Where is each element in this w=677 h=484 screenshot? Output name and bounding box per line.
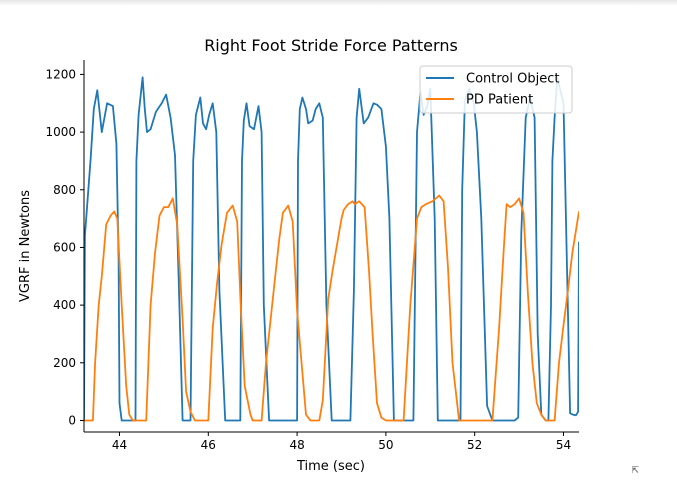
series-line-1 (84, 194, 579, 422)
chart-title: Right Foot Stride Force Patterns (204, 36, 458, 55)
x-tick-label: 54 (556, 438, 571, 452)
x-tick-label: 46 (201, 438, 216, 452)
legend-label-1: PD Patient (466, 93, 533, 108)
series-layer (84, 76, 579, 422)
x-tick-label: 48 (289, 438, 304, 452)
y-tick-label: 0 (68, 413, 76, 427)
y-tick-label: 1000 (45, 125, 76, 139)
x-tick-label: 44 (112, 438, 127, 452)
y-tick-label: 1200 (45, 67, 76, 81)
x-tick-label: 50 (378, 438, 393, 452)
legend-label-0: Control Object (466, 72, 559, 87)
y-tick-label: 400 (53, 298, 76, 312)
legend-box (419, 65, 573, 114)
resize-grip-icon[interactable]: ⇱ (631, 466, 639, 476)
window-top-edge (0, 0, 677, 6)
y-tick-label: 600 (53, 240, 76, 254)
x-axis-label: Time (sec) (296, 459, 365, 474)
axes-layer: 44 46 48 50 52 54 0 200 400 600 800 1000 1200 (45, 60, 579, 452)
x-tick-label: 52 (467, 438, 482, 452)
y-tick-label: 200 (53, 356, 76, 370)
y-tick-label: 800 (53, 183, 76, 197)
legend: Control Object PD Patient (419, 65, 573, 114)
series-line-0 (84, 76, 579, 422)
y-axis-label: VGRF in Newtons (18, 190, 33, 302)
